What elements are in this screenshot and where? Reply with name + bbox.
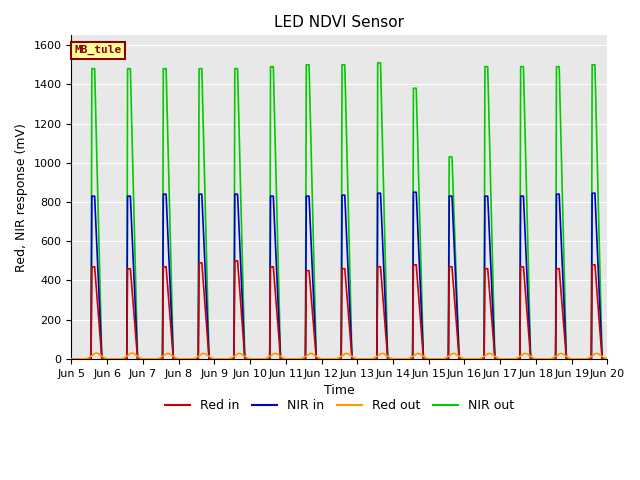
Y-axis label: Red, NIR response (mV): Red, NIR response (mV) bbox=[15, 123, 28, 272]
Title: LED NDVI Sensor: LED NDVI Sensor bbox=[275, 15, 404, 30]
Legend: Red in, NIR in, Red out, NIR out: Red in, NIR in, Red out, NIR out bbox=[160, 395, 518, 418]
Text: MB_tule: MB_tule bbox=[74, 45, 122, 55]
X-axis label: Time: Time bbox=[324, 384, 355, 397]
